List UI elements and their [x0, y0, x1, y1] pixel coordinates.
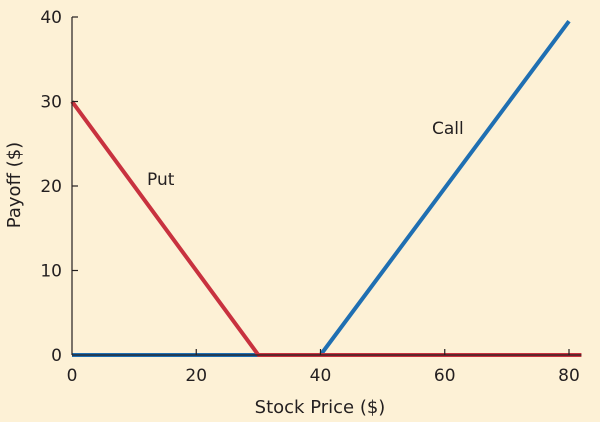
y-axis-title: Payoff ($) [4, 142, 25, 228]
put-series-label: Put [147, 170, 175, 190]
y-tick-label: 40 [40, 8, 62, 28]
x-axis-title: Stock Price ($) [255, 397, 386, 418]
x-tick-label: 40 [310, 366, 332, 386]
call-series-label: Call [432, 119, 464, 139]
x-tick-label: 20 [185, 366, 207, 386]
y-tick-label: 0 [51, 346, 62, 366]
x-tick-label: 80 [558, 366, 580, 386]
x-tick-label: 0 [67, 366, 78, 386]
y-tick-label: 30 [40, 93, 62, 113]
y-tick-label: 20 [40, 177, 62, 197]
put-payoff-line [70, 100, 582, 357]
x-tick-label: 60 [434, 366, 456, 386]
ticks-layer: 0 20 40 60 80 0 10 20 30 40 [40, 8, 579, 386]
y-tick-label: 10 [40, 262, 62, 282]
